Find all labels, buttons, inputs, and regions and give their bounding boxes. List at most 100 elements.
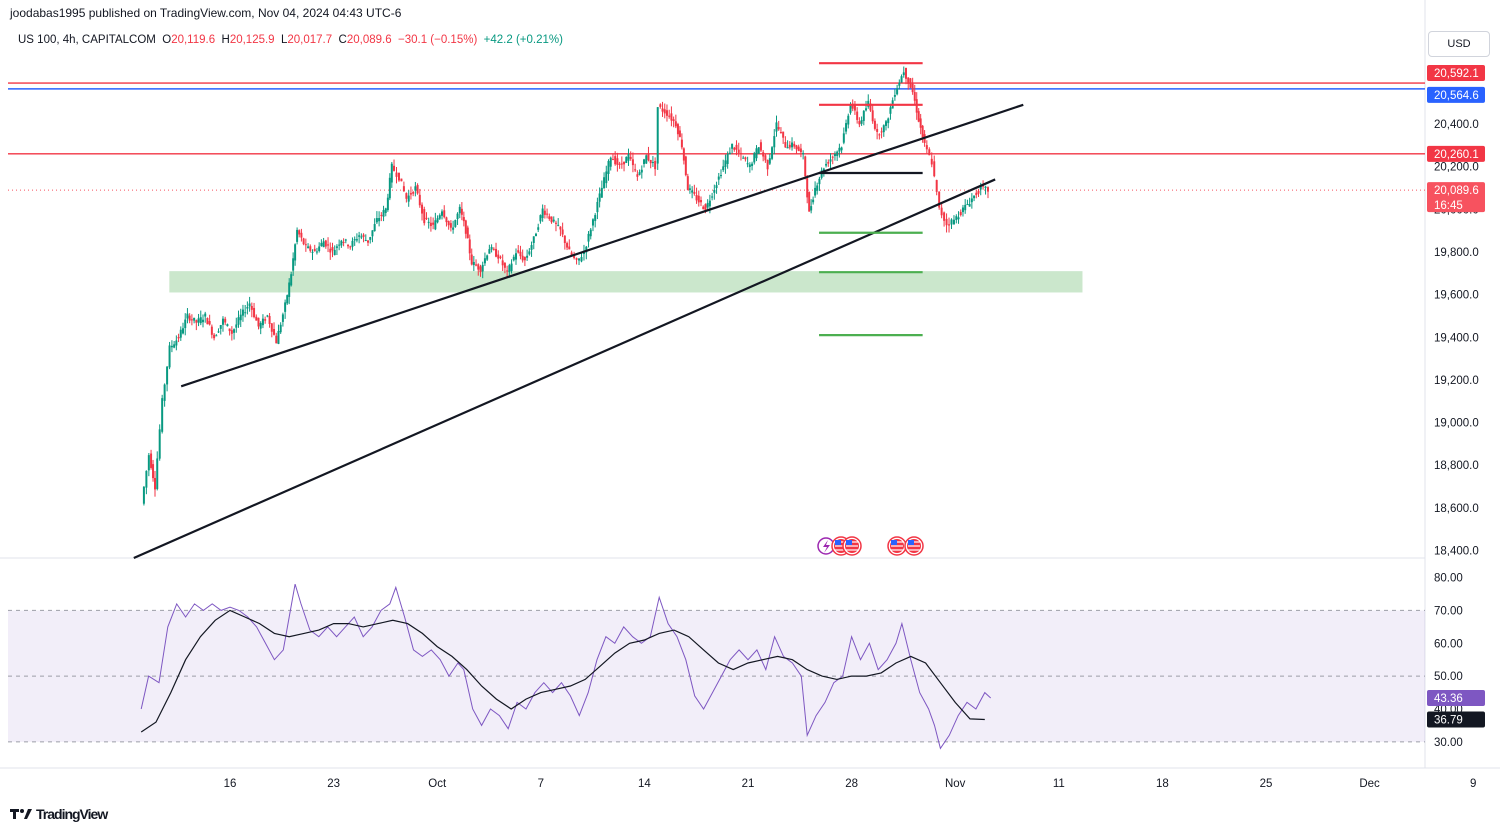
price-label[interactable]: 20,592.1	[1427, 65, 1485, 82]
candle	[486, 254, 489, 262]
candle-body	[552, 219, 555, 222]
candle	[651, 155, 654, 167]
open-value: 20,119.6	[171, 34, 216, 46]
candle-body	[521, 255, 524, 261]
us-flag-icon[interactable]	[887, 536, 907, 556]
candle	[537, 223, 540, 233]
candle-body	[182, 328, 185, 334]
price-label[interactable]: 20,260.1	[1427, 145, 1485, 162]
candle-body	[945, 218, 948, 226]
candle-body	[250, 306, 253, 310]
candle-body	[665, 110, 668, 116]
candle	[935, 179, 938, 196]
candle-body	[640, 169, 643, 173]
candle-body	[818, 178, 821, 185]
candle-body	[893, 94, 896, 97]
candle-body	[847, 115, 850, 125]
candle-body	[812, 199, 815, 203]
candle-body	[858, 121, 861, 125]
candle	[686, 173, 689, 191]
candle	[488, 244, 491, 254]
price-label[interactable]: 43.36	[1427, 689, 1485, 706]
candle	[950, 218, 953, 230]
candle-body	[400, 178, 403, 182]
candle	[786, 140, 789, 149]
candle-body	[806, 178, 809, 198]
candle-body	[197, 318, 200, 323]
candle-body	[421, 204, 424, 214]
candle	[880, 127, 883, 139]
candle-body	[804, 156, 807, 177]
price-label[interactable]: 20,564.6	[1427, 86, 1485, 103]
candle-body	[589, 229, 592, 237]
candle	[799, 143, 802, 158]
candle-body	[691, 190, 694, 193]
price-label[interactable]: 36.79	[1427, 711, 1485, 728]
candle-body	[292, 258, 295, 271]
candle-body	[253, 307, 256, 318]
candle	[724, 154, 727, 174]
us-flag-icon[interactable]	[842, 536, 862, 556]
support-zone[interactable]	[169, 271, 1083, 293]
candle	[930, 152, 933, 168]
candle	[279, 322, 282, 334]
candle-body	[388, 177, 391, 199]
candle-body	[849, 105, 852, 113]
candle	[640, 165, 643, 179]
us-flag-icon[interactable]	[904, 536, 924, 556]
candle	[237, 310, 240, 328]
candle	[742, 155, 745, 159]
time-tick-label: 21	[742, 778, 755, 790]
candle-body	[952, 219, 955, 225]
candle-body	[779, 132, 782, 134]
candle-body	[975, 192, 978, 196]
candle-body	[711, 196, 714, 198]
rsi-tick-label: 70.00	[1434, 605, 1463, 617]
candle	[810, 199, 813, 214]
candle	[213, 332, 216, 341]
candle-body	[438, 215, 441, 219]
candle-body	[561, 229, 564, 235]
candle-body	[497, 254, 500, 259]
high-label: H	[221, 34, 230, 46]
candle	[902, 66, 905, 78]
candle	[443, 205, 446, 219]
candle-body	[896, 88, 899, 95]
trendline-1[interactable]	[180, 103, 1024, 388]
candle-body	[795, 145, 798, 150]
candle-body	[568, 246, 571, 250]
trendline-2[interactable]	[133, 178, 996, 560]
candle-body	[719, 175, 722, 177]
symbol-legend[interactable]: US 100, 4h, CAPITALCOM O20,119.6 H20,125…	[18, 34, 563, 46]
candle-body	[680, 139, 683, 148]
candle	[311, 249, 314, 260]
candle	[645, 154, 648, 164]
candle	[748, 162, 751, 173]
candle-body	[375, 218, 378, 223]
candle	[559, 226, 562, 237]
time-tick-label: 11	[1053, 778, 1065, 790]
candle-body	[360, 236, 363, 238]
candle-body	[373, 224, 376, 232]
candle	[479, 264, 482, 277]
candle	[195, 319, 198, 331]
currency-button[interactable]: USD	[1428, 31, 1490, 57]
candle	[654, 157, 657, 176]
candle-body	[876, 129, 879, 132]
time-tick-label: 18	[1156, 778, 1169, 790]
candle-body	[501, 260, 504, 266]
candle	[158, 424, 161, 461]
candle-body	[840, 147, 843, 151]
candle-body	[268, 316, 271, 324]
candle-body	[163, 384, 166, 401]
price-label[interactable]: 20,089.6 16:45	[1427, 182, 1485, 213]
candle	[373, 218, 376, 232]
candle	[230, 326, 233, 341]
candle	[961, 204, 964, 217]
candle	[324, 239, 327, 249]
candle	[959, 209, 962, 217]
candle-body	[838, 147, 841, 152]
candle	[808, 191, 811, 212]
candle-body	[237, 317, 240, 325]
